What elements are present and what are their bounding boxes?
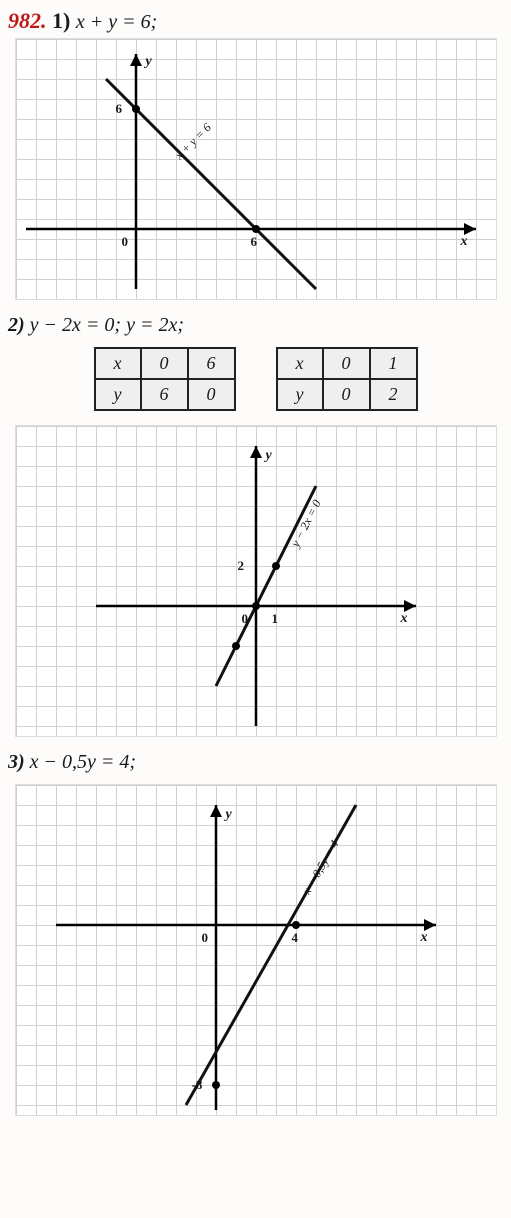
graph-2-y2: 2 <box>238 558 245 574</box>
part3-label: 3) <box>8 751 25 773</box>
problem-header: 982. 1) x + y = 6; <box>8 8 503 34</box>
graph-3-container: y x 0 4 -8 x − 0,5y = 4 <box>15 784 497 1116</box>
graph-1-svg <box>16 39 496 299</box>
graph-1-origin: 0 <box>122 234 129 250</box>
part3-equation: x − 0,5y = 4; <box>30 751 136 773</box>
graph-2-origin: 0 <box>242 611 249 627</box>
part2-label: 2) <box>8 314 25 336</box>
part2-heading: 2) y − 2x = 0; y = 2x; <box>8 314 503 337</box>
graph-1-xlabel: x <box>461 234 468 250</box>
cell-header-y: y <box>95 379 141 410</box>
graph-3-svg <box>16 785 496 1115</box>
table-row: y 0 2 <box>277 379 417 410</box>
graph-1-x6: 6 <box>251 234 258 250</box>
tables-row: x 0 6 y 6 0 x 0 1 y 0 2 <box>8 347 503 411</box>
cell: 6 <box>188 348 235 379</box>
cell-header-y: y <box>277 379 323 410</box>
graph-3-x4: 4 <box>292 930 299 946</box>
part1-label: 1) <box>52 8 70 33</box>
part3-heading: 3) x − 0,5y = 4; <box>8 751 503 774</box>
graph-1-y6: 6 <box>116 101 123 117</box>
table-row: x 0 1 <box>277 348 417 379</box>
table-left: x 0 6 y 6 0 <box>94 347 236 411</box>
cell: 0 <box>188 379 235 410</box>
cell: 0 <box>141 348 188 379</box>
graph-3-ym8: -8 <box>192 1077 203 1093</box>
graph-2-ylabel: y <box>266 448 272 464</box>
graph-1-ylabel: y <box>146 54 152 70</box>
cell: 0 <box>323 379 370 410</box>
graph-2-x1: 1 <box>272 611 279 627</box>
graph-3-xlabel: x <box>421 930 428 946</box>
cell: 2 <box>370 379 417 410</box>
problem-number-label: 982. <box>8 8 47 33</box>
graph-2-xlabel: x <box>401 611 408 627</box>
cell-header-x: x <box>277 348 323 379</box>
part1-equation: x + y = 6; <box>76 11 157 33</box>
graph-2-container: y x 0 1 2 y − 2x = 0 <box>15 425 497 737</box>
table-right: x 0 1 y 0 2 <box>276 347 418 411</box>
graph-3-ylabel: y <box>226 807 232 823</box>
table-row: y 6 0 <box>95 379 235 410</box>
graph-3-origin: 0 <box>202 930 209 946</box>
cell: 0 <box>323 348 370 379</box>
cell-header-x: x <box>95 348 141 379</box>
graph-1-container: y x 0 6 6 x + y = 6 <box>15 38 497 300</box>
part2-equation: y − 2x = 0; y = 2x; <box>30 314 184 336</box>
graph-2-svg <box>16 426 496 736</box>
cell: 6 <box>141 379 188 410</box>
cell: 1 <box>370 348 417 379</box>
table-row: x 0 6 <box>95 348 235 379</box>
